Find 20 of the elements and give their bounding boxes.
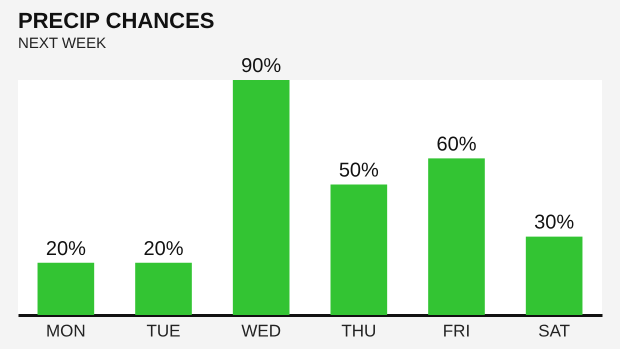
- x-tick-label: SAT: [538, 322, 570, 340]
- data-label: 50%: [338, 159, 380, 182]
- data-label: 20%: [143, 238, 184, 260]
- data-label: 90%: [241, 55, 282, 77]
- bar: [38, 262, 94, 315]
- bar: [330, 184, 388, 315]
- x-tick-label: WED: [241, 322, 282, 340]
- x-tick-label: TUE: [146, 322, 181, 340]
- bar: [232, 80, 290, 315]
- chart-title: PRECIP CHANCES: [18, 8, 214, 33]
- chart-subtitle: NEXT WEEK: [18, 35, 106, 52]
- data-label: 60%: [436, 133, 477, 156]
- bar: [135, 262, 192, 315]
- data-label: 30%: [534, 212, 574, 234]
- bar: [428, 158, 485, 315]
- data-label: 20%: [46, 238, 86, 260]
- bar: [526, 236, 582, 315]
- x-tick-label: FRI: [442, 322, 470, 340]
- x-tick-label: MON: [46, 322, 86, 340]
- x-tick-label: THU: [341, 322, 376, 340]
